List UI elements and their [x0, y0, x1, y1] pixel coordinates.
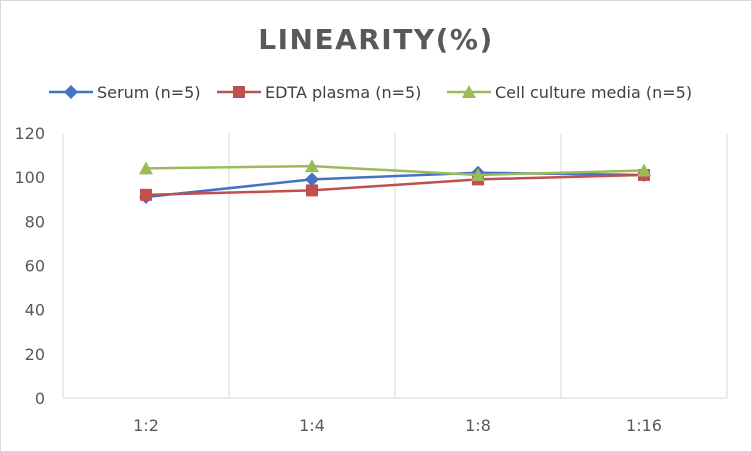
legend-item-serum: Serum (n=5) [49, 83, 201, 102]
y-tick-label: 100 [14, 168, 45, 187]
data-point-cell-culture-media [471, 167, 485, 181]
x-tick-label: 1:2 [133, 416, 159, 435]
legend-label-edta-plasma: EDTA plasma (n=5) [265, 83, 421, 102]
series-line-edta-plasma [145, 173, 645, 197]
data-point-edta-plasma [306, 184, 318, 197]
y-tick-label: 0 [35, 389, 45, 408]
series-line-cell-culture-media [145, 164, 645, 177]
legend-marker-serum [64, 85, 78, 99]
x-tick-label: 1:8 [465, 416, 491, 435]
data-point-cell-culture-media [305, 159, 319, 173]
legend-marker-cell-culture-media [462, 85, 476, 98]
plot-grid [62, 133, 728, 398]
plot-series [139, 159, 651, 205]
chart-title: LINEARITY(%) [258, 23, 494, 56]
legend-item-cell-culture-media: Cell culture media (n=5) [447, 83, 692, 102]
y-tick-label: 60 [25, 257, 45, 276]
y-tick-label: 20 [25, 345, 45, 364]
y-tick-label: 120 [14, 124, 45, 143]
chart-legend: Serum (n=5) EDTA plasma (n=5) Cell cultu… [49, 83, 692, 102]
data-point-edta-plasma [140, 188, 152, 201]
y-tick-label: 40 [25, 301, 45, 320]
legend-item-edta-plasma: EDTA plasma (n=5) [217, 83, 421, 102]
legend-marker-edta-plasma [233, 86, 245, 98]
x-tick-label: 1:16 [626, 416, 662, 435]
legend-label-cell-culture-media: Cell culture media (n=5) [495, 83, 692, 102]
data-point-cell-culture-media [139, 161, 153, 175]
series-cell-culture-media [139, 159, 651, 181]
data-point-cell-culture-media [637, 163, 651, 177]
legend-label-serum: Serum (n=5) [97, 83, 201, 102]
plot-axes: 0 20 40 60 80 100 120 1:2 1:4 1:8 1:16 [14, 124, 727, 435]
y-tick-label: 80 [25, 212, 45, 231]
data-point-serum [305, 172, 319, 187]
x-tick-label: 1:4 [299, 416, 325, 435]
